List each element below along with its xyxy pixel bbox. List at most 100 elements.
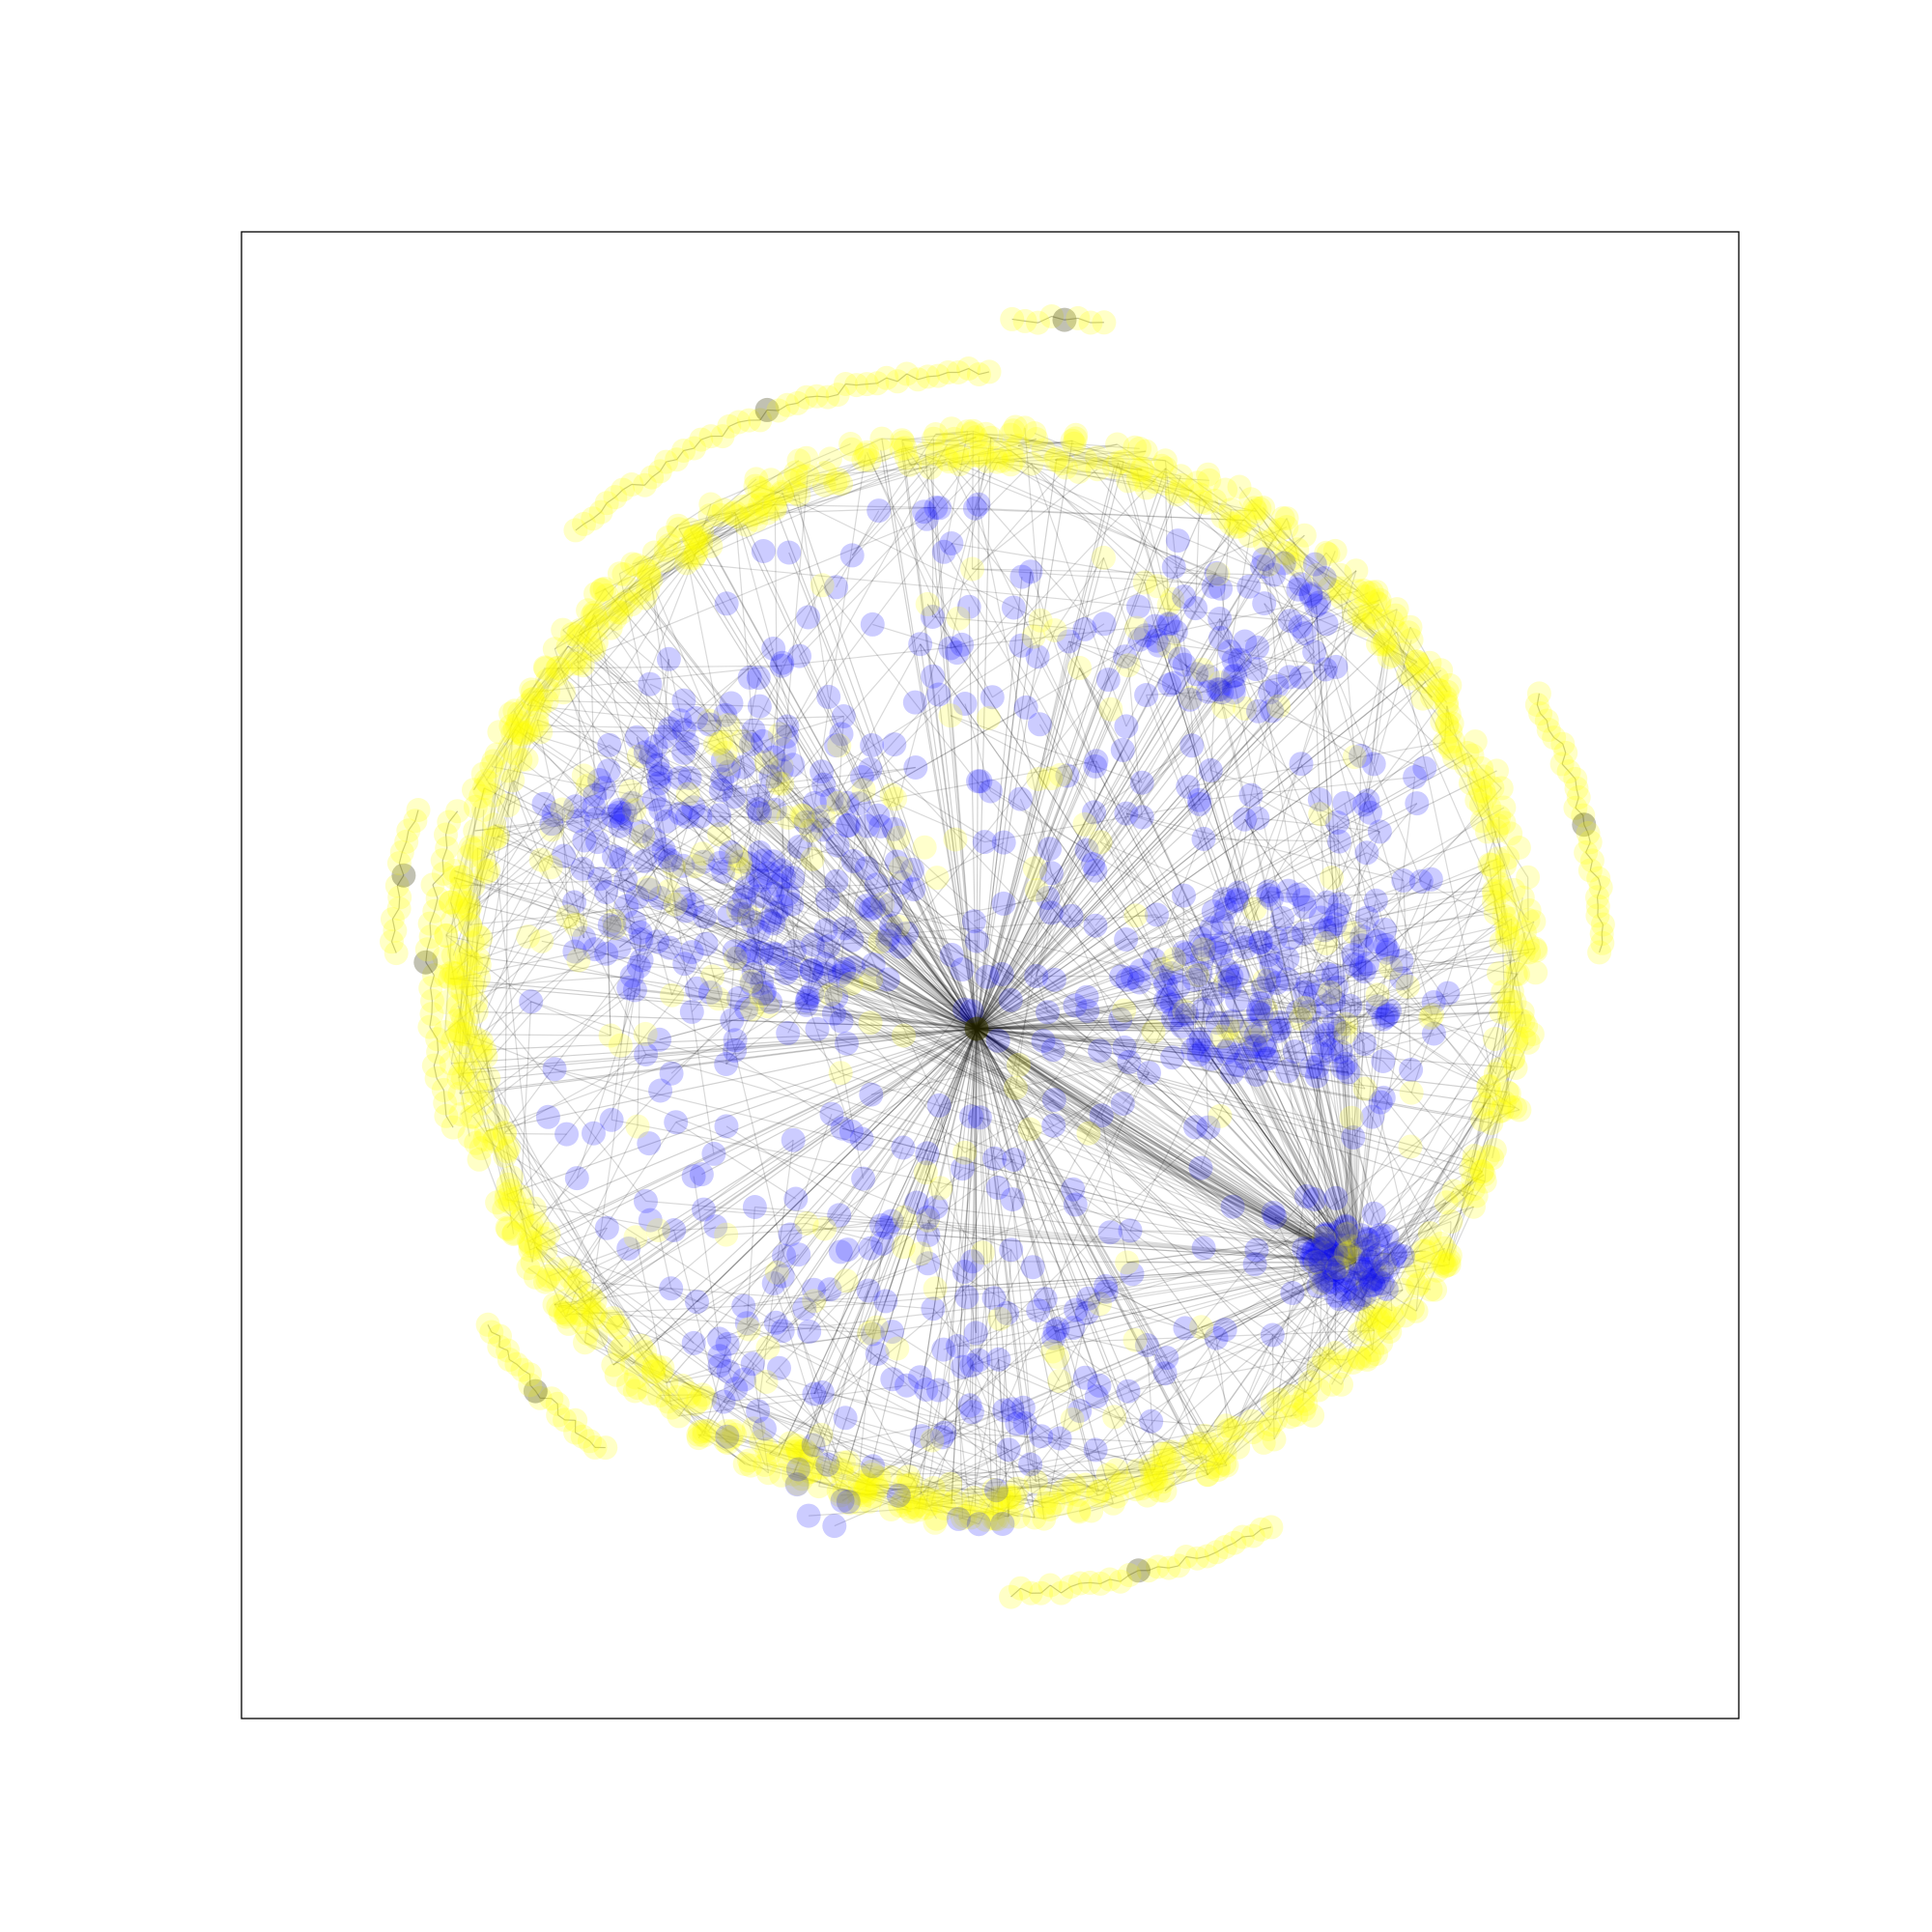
node: [653, 537, 678, 562]
node: [1286, 577, 1311, 602]
edge: [1354, 950, 1389, 1264]
node: [1199, 1046, 1224, 1071]
node: [1322, 1341, 1348, 1365]
edge: [673, 866, 888, 942]
node: [966, 1512, 991, 1537]
edge: [1261, 1526, 1272, 1530]
edge: [843, 826, 882, 929]
edge: [635, 1236, 672, 1408]
node: [467, 952, 492, 978]
edge: [943, 463, 1033, 553]
node: [860, 733, 885, 757]
node: [1020, 1255, 1045, 1280]
edge: [1190, 603, 1379, 698]
edge: [526, 731, 662, 775]
edge: [429, 1013, 433, 1028]
node: [553, 1289, 578, 1314]
edge: [806, 1000, 852, 1132]
edge: [1404, 1263, 1426, 1317]
edge: [683, 447, 695, 452]
node: [448, 1102, 473, 1126]
edge: [686, 562, 1291, 622]
edge: [900, 448, 978, 1030]
edge: [594, 949, 1356, 1264]
node: [1141, 1019, 1166, 1044]
node: [500, 768, 526, 793]
node: [570, 856, 595, 881]
edge: [1316, 1076, 1342, 1246]
edge: [484, 1138, 777, 1323]
edge: [751, 744, 978, 1030]
node: [678, 517, 703, 542]
edge: [578, 570, 650, 634]
edge: [1391, 621, 1448, 693]
edge: [990, 790, 1309, 985]
edge: [683, 729, 782, 784]
edge: [1223, 898, 1263, 1015]
node: [1463, 729, 1488, 754]
edge: [962, 1115, 1221, 1368]
edge: [557, 667, 978, 1030]
edge: [1137, 479, 1312, 597]
edge: [1011, 1199, 1037, 1482]
edge: [1387, 1188, 1474, 1267]
edge: [1309, 1285, 1372, 1383]
edge: [526, 645, 569, 706]
node: [1003, 1075, 1028, 1100]
node: [998, 987, 1023, 1012]
edge: [696, 1214, 840, 1303]
edge: [1236, 992, 1449, 1065]
node: [1348, 1346, 1373, 1371]
node: [634, 1188, 658, 1213]
edge: [976, 1011, 1523, 1030]
edge: [1596, 887, 1602, 897]
edge: [684, 550, 978, 1030]
node: [1487, 961, 1511, 986]
edge: [1376, 591, 1424, 699]
node: [1151, 1455, 1176, 1480]
node: [851, 447, 876, 472]
node: [511, 723, 536, 748]
edge: [929, 467, 978, 1030]
edge: [1220, 953, 1223, 1037]
node: [924, 441, 950, 467]
edge: [807, 433, 973, 477]
node: [1463, 1183, 1489, 1208]
edge: [726, 1435, 986, 1520]
edge: [976, 666, 1337, 1030]
edge: [565, 1281, 581, 1318]
edge: [1264, 603, 1326, 670]
edge: [1219, 689, 1356, 1264]
node: [1333, 1020, 1358, 1045]
edge: [539, 707, 978, 1030]
edge: [1198, 799, 1289, 980]
node: [811, 472, 837, 497]
edge: [997, 1013, 1188, 1188]
node: [1134, 683, 1159, 707]
edge: [466, 1034, 611, 1037]
edge: [483, 823, 553, 859]
node: [1511, 940, 1536, 965]
edge: [1217, 1334, 1273, 1470]
edge: [1139, 639, 1337, 668]
node: [1033, 1287, 1058, 1312]
edge: [719, 814, 1356, 1264]
node: [987, 1306, 1012, 1331]
node: [542, 1057, 567, 1082]
edge: [1099, 841, 1202, 939]
node: [1238, 782, 1264, 808]
edge: [497, 814, 554, 838]
edge: [587, 763, 728, 786]
edge: [1054, 1262, 1356, 1332]
edge: [575, 1432, 583, 1437]
node: [469, 783, 494, 809]
edge: [1099, 1303, 1320, 1369]
edge: [885, 1028, 978, 1302]
edge: [976, 684, 1171, 1030]
edge: [1036, 890, 1356, 1264]
edge: [1036, 824, 1086, 977]
edge: [497, 836, 978, 1030]
edge: [1054, 1262, 1356, 1332]
edge: [1190, 696, 1259, 712]
edge: [1325, 1005, 1356, 1264]
